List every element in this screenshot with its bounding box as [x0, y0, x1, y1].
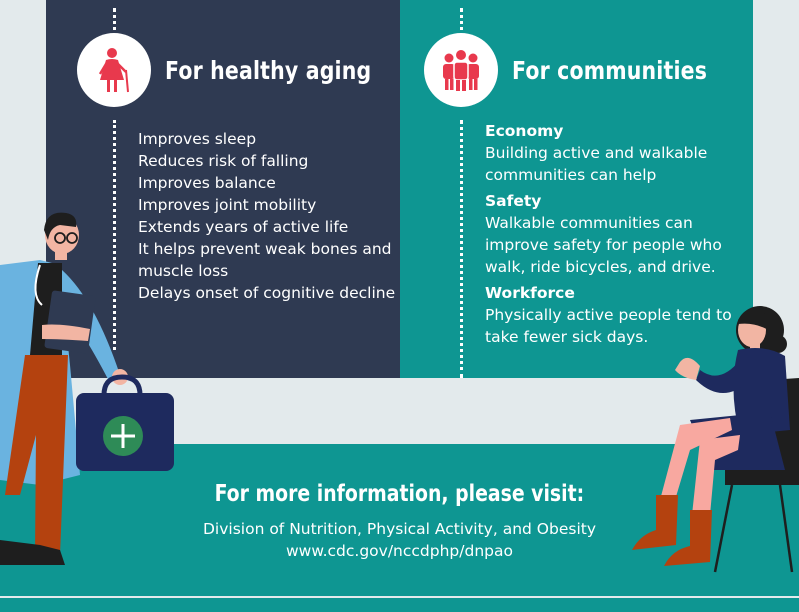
- list-item: It helps prevent weak bones and muscle l…: [138, 240, 392, 280]
- communities-list: Economy Building active and walkable com…: [485, 120, 745, 352]
- list-item: Reduces risk of falling: [138, 152, 309, 170]
- healthy-aging-heading: For healthy aging: [165, 56, 372, 85]
- economy-text: Building active and walkable communities…: [485, 144, 708, 184]
- doctor-illustration: [0, 212, 174, 565]
- list-item: Improves sleep: [138, 130, 257, 148]
- list-item: Improves joint mobility: [138, 196, 317, 214]
- list-item: Improves balance: [138, 174, 276, 192]
- workforce-heading: Workforce: [485, 284, 575, 302]
- healthy-aging-list: Improves sleep Reduces risk of falling I…: [138, 128, 398, 304]
- dotted-divider: [460, 120, 463, 378]
- dotted-divider: [113, 120, 116, 350]
- list-item: Extends years of active life: [138, 218, 349, 236]
- safety-heading: Safety: [485, 192, 542, 210]
- division-name: Division of Nutrition, Physical Activity…: [202, 520, 597, 538]
- workforce-text: Physically active people tend to take fe…: [485, 306, 732, 346]
- list-item: Delays onset of cognitive decline: [138, 284, 396, 302]
- dotted-divider: [460, 8, 463, 38]
- dotted-divider: [113, 8, 116, 38]
- group-of-people-icon: [424, 33, 498, 107]
- more-info-heading: For more information, please visit:: [214, 481, 585, 507]
- safety-text: Walkable communities can improve safety …: [485, 214, 722, 276]
- communities-heading: For communities: [512, 56, 708, 85]
- seated-woman-illustration: [632, 306, 799, 573]
- division-url-link[interactable]: www.cdc.gov/nccdphp/dnpao: [286, 542, 513, 560]
- economy-heading: Economy: [485, 122, 564, 140]
- bottom-divider: [0, 596, 799, 598]
- elderly-person-icon: [77, 33, 151, 107]
